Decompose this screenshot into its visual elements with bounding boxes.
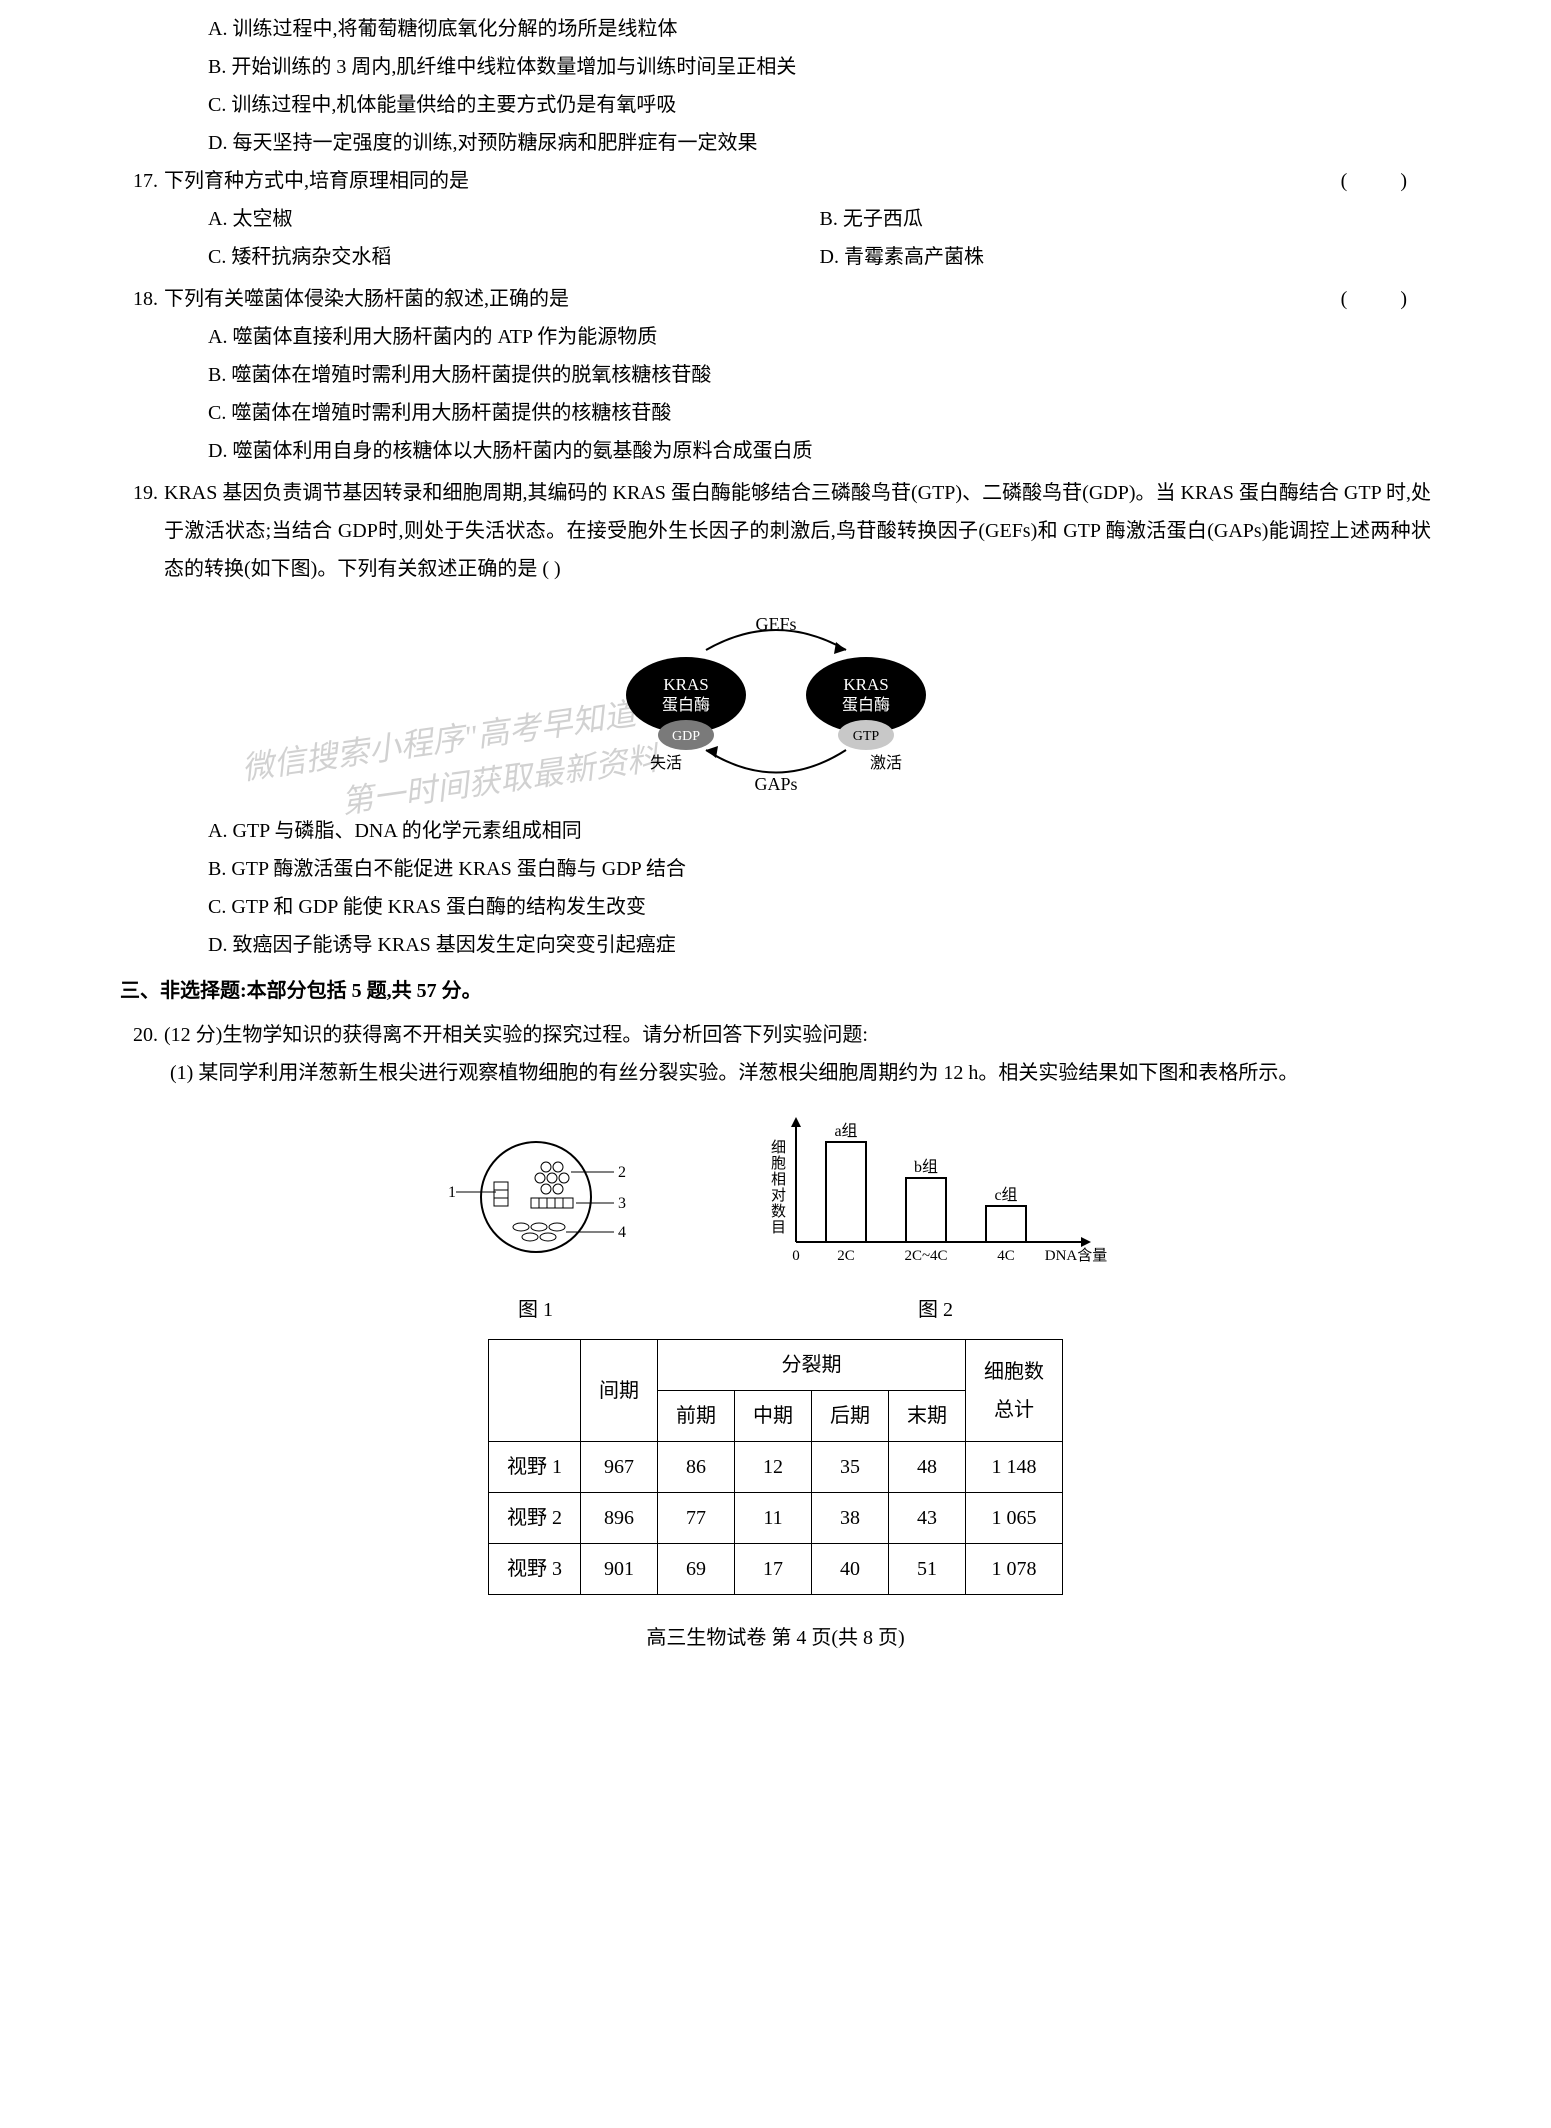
- q19-number: 19.: [120, 474, 164, 512]
- q16-option-c: C. 训练过程中,机体能量供给的主要方式仍是有氧呼吸: [120, 86, 1431, 124]
- fig1-label-1: 1: [448, 1184, 456, 1201]
- q17-option-a: A. 太空椒: [208, 200, 820, 238]
- gtp-label: GTP: [852, 729, 879, 744]
- table-row: 视野 2 896 77 11 38 43 1 065: [489, 1493, 1063, 1544]
- q17-number: 17.: [120, 162, 164, 200]
- inactive-label: 失活: [649, 754, 681, 772]
- th-division: 分裂期: [658, 1340, 966, 1391]
- kras-right-label: KRAS: [843, 675, 888, 694]
- th-interphase: 间期: [581, 1340, 658, 1442]
- fig2-bar-b-label: b组: [913, 1158, 937, 1176]
- table-row: 视野 1 967 86 12 35 48 1 148: [489, 1442, 1063, 1493]
- q18-option-a: A. 噬菌体直接利用大肠杆菌内的 ATP 作为能源物质: [120, 318, 1431, 356]
- q16-option-b: B. 开始训练的 3 周内,肌纤维中线粒体数量增加与训练时间呈正相关: [120, 48, 1431, 86]
- q17-option-b: B. 无子西瓜: [820, 200, 1432, 238]
- page-footer: 高三生物试卷 第 4 页(共 8 页): [120, 1619, 1431, 1657]
- fig2-xtick-3: 4C: [997, 1248, 1015, 1264]
- fig1-label-4: 4: [618, 1224, 626, 1241]
- question-19: 19. KRAS 基因负责调节基因转录和细胞周期,其编码的 KRAS 蛋白酶能够…: [120, 474, 1431, 964]
- q18-number: 18.: [120, 280, 164, 318]
- fig2-xtick-1: 2C: [837, 1248, 855, 1264]
- table-row: 视野 3 901 69 17 40 51 1 078: [489, 1544, 1063, 1595]
- active-label: 激活: [869, 754, 901, 772]
- q19-option-c: C. GTP 和 GDP 能使 KRAS 蛋白酶的结构发生改变: [120, 888, 1431, 926]
- question-18: 18. 下列有关噬菌体侵染大肠杆菌的叙述,正确的是 ( ) A. 噬菌体直接利用…: [120, 280, 1431, 470]
- q20-stem: (12 分)生物学知识的获得离不开相关实验的探究过程。请分析回答下列实验问题:: [164, 1016, 1431, 1054]
- th-total: 细胞数总计: [966, 1340, 1063, 1442]
- th-metaphase: 中期: [735, 1391, 812, 1442]
- q18-option-b: B. 噬菌体在增殖时需利用大肠杆菌提供的脱氧核糖核苷酸: [120, 356, 1431, 394]
- fig2-xtick-2: 2C~4C: [904, 1248, 947, 1264]
- fig2-ylabel: 细 胞 相 对 数 目: [771, 1139, 790, 1236]
- q17-blank: ( ): [1341, 162, 1431, 200]
- q19-diagram: GEFs KRAS 蛋白酶 GDP 失活 KRAS 蛋白酶 GTP 激活 GAP…: [120, 600, 1431, 800]
- q16-option-d: D. 每天坚持一定强度的训练,对预防糖尿病和肥胖症有一定效果: [120, 124, 1431, 162]
- q19-option-b: B. GTP 酶激活蛋白不能促进 KRAS 蛋白酶与 GDP 结合: [120, 850, 1431, 888]
- q20-sub1-num: (1): [170, 1062, 193, 1084]
- kras-left-sub: 蛋白酶: [661, 696, 709, 714]
- fig2-xtick-0: 0: [792, 1248, 800, 1264]
- fig1-label-2: 2: [618, 1164, 626, 1181]
- q16-option-a: A. 训练过程中,将葡萄糖彻底氧化分解的场所是线粒体: [120, 10, 1431, 48]
- kras-right-sub: 蛋白酶: [841, 696, 889, 714]
- fig2-bar-c-label: c组: [994, 1186, 1017, 1204]
- q19-option-d: D. 致癌因子能诱导 KRAS 基因发生定向突变引起癌症: [120, 926, 1431, 964]
- section-3-title: 三、非选择题:本部分包括 5 题,共 57 分。: [120, 972, 1431, 1010]
- question-17: 17. 下列育种方式中,培育原理相同的是 ( ) A. 太空椒 B. 无子西瓜 …: [120, 162, 1431, 276]
- gefs-label: GEFs: [755, 614, 796, 634]
- fig1-label-3: 3: [618, 1195, 626, 1212]
- q18-stem: 下列有关噬菌体侵染大肠杆菌的叙述,正确的是: [164, 280, 1321, 318]
- figure-2: 细 胞 相 对 数 目 a组 b组 c组 0 2C 2C~4C 4C: [756, 1112, 1116, 1329]
- question-20: 20. (12 分)生物学知识的获得离不开相关实验的探究过程。请分析回答下列实验…: [120, 1016, 1431, 1595]
- q18-option-d: D. 噬菌体利用自身的核糖体以大肠杆菌内的氨基酸为原料合成蛋白质: [120, 432, 1431, 470]
- kras-left-label: KRAS: [663, 675, 708, 694]
- th-prophase: 前期: [658, 1391, 735, 1442]
- q17-stem: 下列育种方式中,培育原理相同的是: [164, 162, 1321, 200]
- q19-stem: KRAS 基因负责调节基因转录和细胞周期,其编码的 KRAS 蛋白酶能够结合三磷…: [164, 474, 1431, 588]
- q19-option-a: A. GTP 与磷脂、DNA 的化学元素组成相同: [120, 812, 1431, 850]
- fig1-caption: 图 1: [436, 1291, 636, 1329]
- fig2-bar-a-label: a组: [834, 1122, 857, 1140]
- mitosis-table: 间期 分裂期 细胞数总计 前期 中期 后期 末期 视野 1 967 86 12 …: [488, 1339, 1063, 1595]
- gdp-label: GDP: [671, 729, 699, 744]
- q18-option-c: C. 噬菌体在增殖时需利用大肠杆菌提供的核糖核苷酸: [120, 394, 1431, 432]
- q18-blank: ( ): [1341, 280, 1431, 318]
- figure-1: 1 2 3: [436, 1132, 636, 1329]
- q20-sub1-text: 某同学利用洋葱新生根尖进行观察植物细胞的有丝分裂实验。洋葱根尖细胞周期约为 12…: [198, 1062, 1298, 1084]
- th-anaphase: 后期: [812, 1391, 889, 1442]
- fig2-caption: 图 2: [756, 1291, 1116, 1329]
- q17-option-c: C. 矮秆抗病杂交水稻: [208, 238, 820, 276]
- fig2-xlabel: DNA含量: [1044, 1247, 1107, 1264]
- th-telophase: 末期: [889, 1391, 966, 1442]
- q20-number: 20.: [120, 1016, 164, 1054]
- gaps-label: GAPs: [754, 774, 797, 794]
- q17-option-d: D. 青霉素高产菌株: [820, 238, 1432, 276]
